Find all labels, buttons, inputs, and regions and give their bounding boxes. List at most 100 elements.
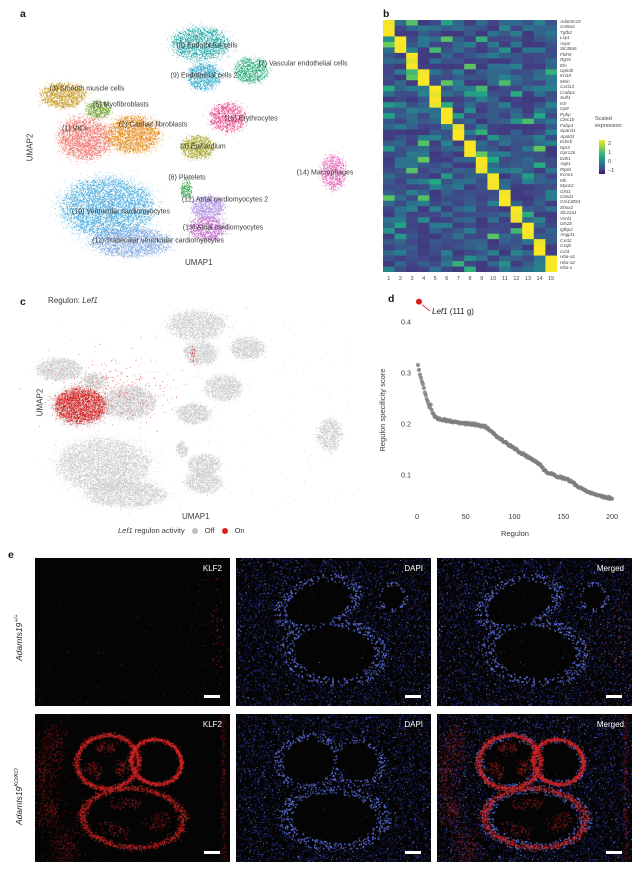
cluster-label-10: (10) Ventricular cardiomyocytes [71,208,171,216]
cluster-column-label: 3 [410,276,414,282]
channel-label: Merged [596,564,624,573]
gene-label: Col9a3 [560,24,575,30]
colorbar-tick: 1 [608,150,612,157]
heatmap-canvas [383,20,557,272]
cluster-label-13: (13) Atrial cardiomyocytes [182,224,264,232]
rss-point [421,385,426,390]
cluster-label-1: (1) VICs [62,125,88,133]
umap-c-canvas [0,290,380,540]
gene-label: Ednrb [560,139,573,145]
gene-label: Vsnl1 [560,215,572,221]
rss-point [415,362,421,368]
x-tick-label: 100 [509,512,521,521]
gene-label: Ppbp [560,111,571,117]
legend-off-dot [191,527,198,534]
rss-point [429,407,434,412]
gene-label: Glst1 [560,188,571,194]
panel-e-letter: e [8,549,14,561]
cluster-column-label: 2 [398,276,402,282]
cluster-column-label: 9 [480,276,484,282]
panel-a-umap: UMAP2 UMAP1 (1) VICs (2) Cardiac fibrobla… [0,0,380,290]
gene-label: Hba-a1 [560,254,576,260]
gene-label: Aqp1 [560,161,571,167]
colorbar-gradient [599,140,605,174]
gene-label: Shox2 [560,204,574,210]
lef1-highlight-point [415,298,422,305]
cluster-label-11: (11) Trabecular ventricular cardiomyocyt… [92,237,224,245]
gene-label: Slc38a5 [560,46,577,52]
y-tick-label: 0.1 [401,471,411,480]
rss-point [609,496,615,501]
scale-bar [405,850,421,854]
colorbar-title-line2: expression [595,123,622,129]
micrograph-klf2-row2: KLF2 [35,714,230,862]
annotation-line [421,304,431,312]
rss-point [428,402,433,407]
gene-label: Edn1 [560,155,571,161]
gene-label: Upk3b [560,68,574,73]
micrograph-dapi-row2: DAPI [236,714,431,862]
scale-bar [606,850,622,854]
cluster-label-8: (8) Endothelial cells [176,42,238,50]
cluster-column-label: 12 [513,276,520,282]
colorbar-title-line1: Scaled [595,116,612,122]
gene-label: Crabp1 [560,89,576,95]
regulon-title-gene: Lef1 [82,296,98,305]
panel-b-letter: b [383,8,390,20]
cluster-label-4: (4) Epicardium [180,143,226,151]
legend-title: Lef1 regulon activity [118,526,185,535]
gene-label: Slc22a1 [560,210,577,216]
cluster-label-12: (12) Atrial cardiomyocytes 2 [181,196,269,204]
channel-label: Merged [596,720,624,729]
cluster-column-label: 15 [548,276,555,282]
regulon-title-prefix: Regulon: [48,296,83,305]
panel-d-rss-plot: 0.1 0.2 0.3 0.4 0 50 100 150 200 Regulon Regulon s… [375,290,640,540]
rss-point [423,393,428,398]
channel-label: DAPI [404,720,423,729]
gene-label: Adamts19 [560,18,581,24]
rss-point [417,372,423,377]
scale-bar [606,694,622,698]
gene-label: Ptprb [560,166,571,172]
genotype-label-wt: Adamts19+/+ [14,614,24,661]
cluster-label-14: (14) Macrophages [296,169,354,177]
y-tick-label: 0.2 [401,420,411,429]
channel-label: KLF2 [202,720,222,729]
cluster-column-label: 14 [536,276,543,282]
legend-off-label: Off [204,526,215,535]
scale-bar [405,694,421,698]
panel-e-microscopy: Adamts19+/+ Adamts19KO/KO KLF2 DAPI Merged… [0,545,640,869]
gene-label: Ccl4 [560,248,570,254]
rss-point [418,375,423,380]
umap2-axis-label-a: UMAP2 [25,133,35,162]
rss-point [416,367,422,372]
gene-label: Cxcl2 [560,237,572,243]
cluster-column-label: 1 [387,276,391,282]
gene-label: Apold1 [560,133,575,139]
y-axis-label: Regulon specificity score [378,369,387,452]
gene-label: Clec1b [560,117,575,123]
umap-a-canvas [0,0,380,290]
gene-label: Hba-a2 [560,259,576,265]
umap1-axis-label-c: UMAP1 [182,512,210,521]
gene-label: Igfbp2 [560,226,573,232]
cluster-column-label: 5 [433,276,437,282]
gene-label: Hba-x [560,265,573,271]
cluster-column-label: 8 [468,276,472,282]
micrograph-klf2-row1: KLF2 [35,558,230,706]
panel-c-regulon-umap: Regulon: Lef1 UMAP2 UMAP1 Lef1 regulon a… [0,290,380,540]
genotype-label-ko: Adamts19KO/KO [14,768,24,825]
regulon-title: Regulon: Lef1 [48,296,98,305]
gene-label: Kcne1 [560,172,574,178]
rss-scatter-svg: 0.1 0.2 0.3 0.4 0 50 100 150 200 Regulon Regulon s… [378,298,618,538]
cluster-column-label: 6 [445,276,449,282]
gene-label: Cxcl13 [560,84,575,90]
gene-label: Eln [560,62,567,68]
gene-label: Myoz2 [560,183,574,189]
cluster-column-label: 7 [456,276,460,282]
colorbar-tick: 0 [608,158,612,165]
lef1-annotation: Lef1 (111 g) [432,307,474,316]
panel-d-letter: d [388,293,395,305]
x-tick-label: 0 [415,512,419,521]
gene-label: Mb [560,177,567,183]
